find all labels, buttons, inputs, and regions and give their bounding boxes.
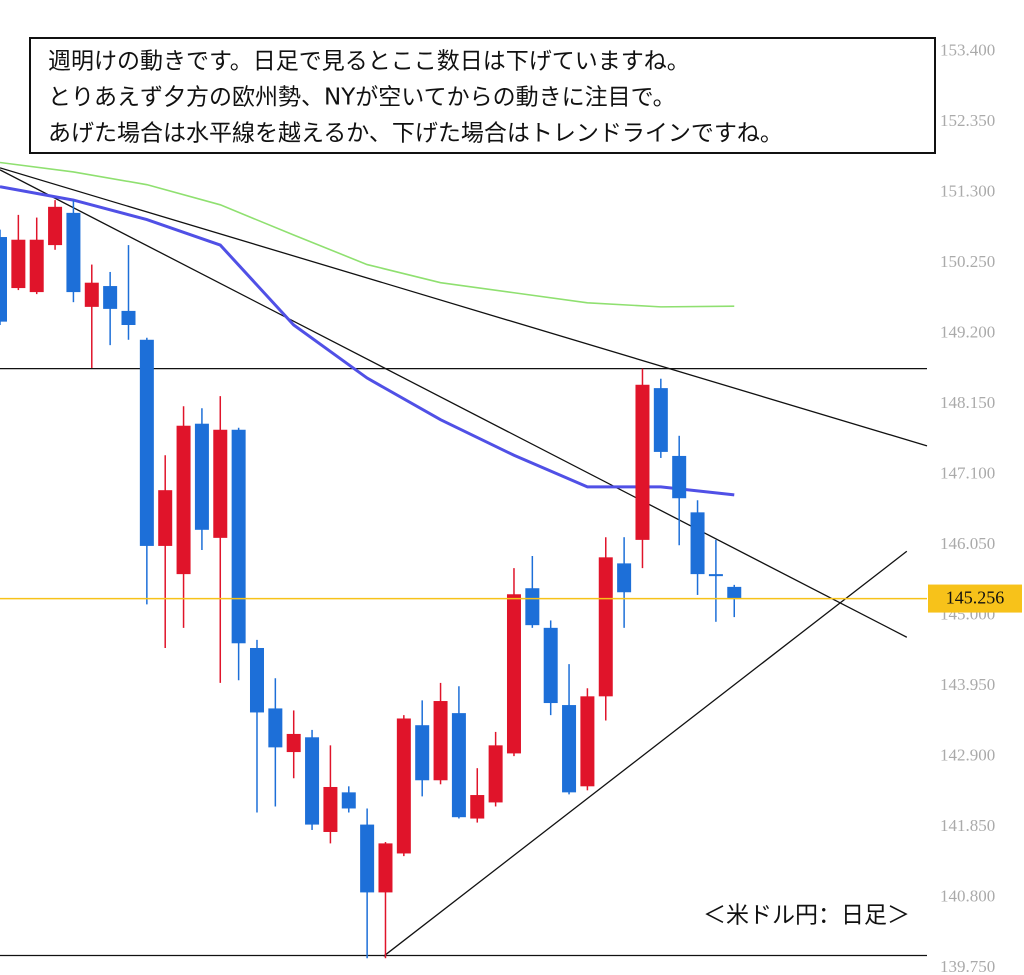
y-tick-label: 149.200 bbox=[940, 323, 995, 342]
candle-body bbox=[433, 701, 448, 781]
candle-body bbox=[360, 824, 375, 893]
last-price-label: 145.256 bbox=[946, 588, 1005, 608]
plot: 153.400 152.350 151.300 150.250 149.200 148.1… bbox=[0, 41, 1022, 975]
candle-body bbox=[29, 239, 44, 293]
annotation-line: 週明けの動きです。日足で見るとここ数日は下げていますね。 bbox=[48, 49, 690, 75]
candle-body bbox=[341, 792, 356, 809]
y-tick-label: 147.100 bbox=[940, 464, 995, 483]
candle-body bbox=[488, 745, 503, 803]
candle-body bbox=[543, 627, 558, 704]
candle-body bbox=[213, 429, 228, 538]
candle-body bbox=[470, 795, 485, 819]
moving-average bbox=[0, 161, 735, 308]
candle-body bbox=[139, 339, 154, 546]
candle-body bbox=[415, 725, 430, 781]
annotation-line: とりあえず夕方の欧州勢、NYが空いてからの動きに注目で。 bbox=[48, 85, 676, 111]
y-tick-label: 143.950 bbox=[940, 675, 995, 694]
candle-body bbox=[194, 423, 209, 530]
annotation-box bbox=[29, 37, 936, 154]
y-tick-label: 139.750 bbox=[940, 957, 995, 975]
candle-body bbox=[727, 586, 742, 599]
y-tick-label: 150.250 bbox=[940, 252, 995, 271]
candle-body bbox=[286, 733, 301, 753]
trendline bbox=[0, 167, 928, 447]
candle-body bbox=[598, 557, 613, 697]
candle-body bbox=[0, 237, 7, 322]
trendline bbox=[383, 550, 908, 957]
annotation-line: あげた場合は水平線を越えるか、下げた場合はトレンドラインですね。 bbox=[48, 121, 783, 147]
candle-body bbox=[121, 310, 136, 325]
candle-body bbox=[708, 574, 723, 577]
candle-body bbox=[451, 713, 466, 818]
y-tick-label: 146.050 bbox=[940, 534, 995, 553]
last-price-box bbox=[928, 584, 1022, 613]
candle-body bbox=[103, 286, 118, 309]
y-tick-label: 153.400 bbox=[940, 41, 995, 60]
trendline bbox=[0, 169, 908, 638]
y-tick-label: 152.350 bbox=[940, 111, 995, 130]
y-tick-label: 140.800 bbox=[940, 887, 995, 906]
y-tick-label: 151.300 bbox=[940, 182, 995, 201]
candle-body bbox=[231, 429, 246, 644]
candle-body bbox=[635, 384, 650, 540]
moving-average bbox=[0, 185, 735, 497]
candle-body bbox=[158, 490, 173, 546]
candle-body bbox=[396, 718, 411, 854]
candle-body bbox=[323, 786, 338, 832]
candle-body bbox=[11, 239, 26, 289]
candle-body bbox=[268, 708, 283, 748]
y-tick-label: 148.150 bbox=[940, 393, 995, 412]
candle-body bbox=[580, 696, 595, 787]
y-tick-label: 142.900 bbox=[940, 746, 995, 765]
candle-body bbox=[617, 563, 632, 593]
candle-body bbox=[249, 647, 264, 713]
candle-body bbox=[84, 282, 99, 307]
candle-body bbox=[305, 737, 320, 825]
candle-body bbox=[378, 843, 393, 893]
candle-body bbox=[672, 455, 687, 499]
candle-body bbox=[506, 594, 521, 754]
y-tick-label: 141.850 bbox=[940, 816, 995, 835]
candle-body bbox=[525, 588, 540, 626]
candle-body bbox=[653, 388, 668, 452]
candle-body bbox=[176, 425, 191, 575]
candle-body bbox=[66, 212, 81, 293]
candle-body bbox=[690, 512, 705, 575]
caption: ＜米ドル円：日足＞ bbox=[703, 903, 910, 929]
candle-body bbox=[562, 705, 577, 793]
candle-body bbox=[48, 206, 63, 246]
